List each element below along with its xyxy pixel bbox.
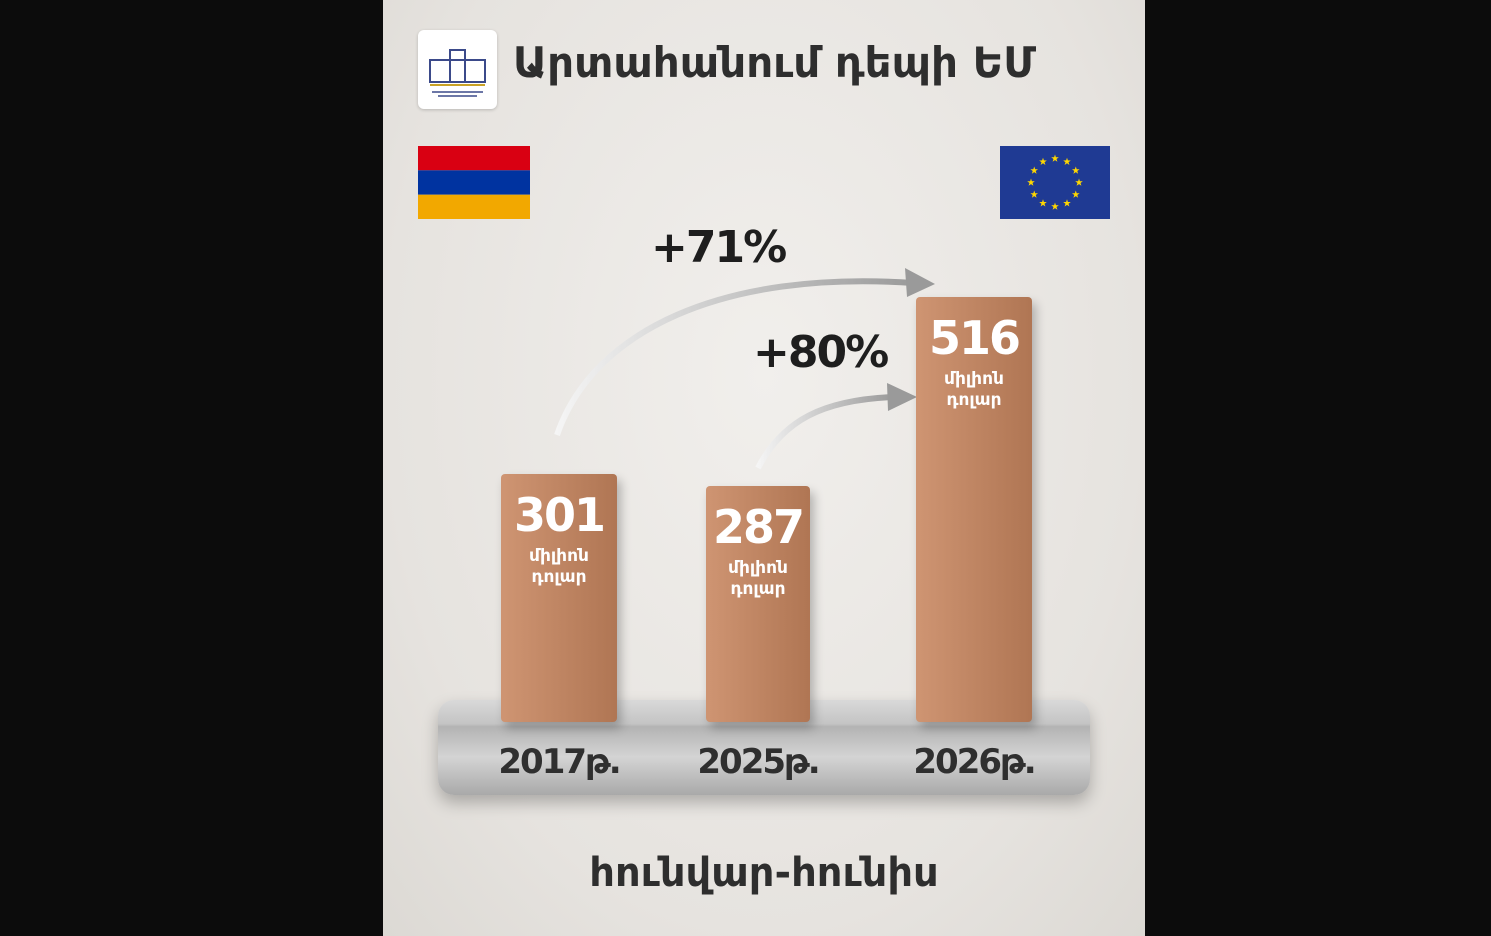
arrow: [755, 394, 894, 470]
star: [1051, 154, 1059, 162]
star: [1039, 199, 1047, 207]
value-label: 287: [712, 499, 805, 554]
logo: [418, 30, 497, 109]
x-tick-label: 2017թ.: [498, 742, 621, 782]
chart-title: Արտահանում դեպի ԵՄ: [513, 38, 1036, 87]
arrow-head: [887, 383, 917, 411]
arrows: [554, 268, 935, 470]
arrow: [554, 278, 914, 436]
infographic: Արտահանում դեպի ԵՄ հունվար-հունիս 301 միլ…: [383, 0, 1145, 936]
logo-icon: [429, 49, 486, 97]
star: [1075, 178, 1083, 186]
unit-label: միլիոն դոլար: [529, 546, 589, 588]
star: [1072, 166, 1080, 174]
bar: 516 միլիոն դոլար: [916, 297, 1032, 722]
star: [1051, 202, 1059, 210]
subtitle: հունվար-հունիս: [589, 850, 939, 896]
arrow-head: [905, 268, 935, 297]
star: [1027, 178, 1035, 186]
unit-label: միլիոն դոլար: [944, 369, 1004, 410]
annotation: +71%: [651, 222, 787, 273]
value-label: 516: [928, 311, 1021, 365]
bar: 287 միլիոն դոլար: [706, 485, 810, 722]
unit-label: միլիոն դոլար: [728, 557, 788, 599]
star: [1072, 190, 1080, 198]
star: [1030, 190, 1038, 198]
annotation: +80%: [753, 327, 889, 378]
armenia-flag: [418, 146, 530, 219]
star: [1030, 166, 1038, 174]
star: [1039, 157, 1047, 165]
x-tick-label: 2025թ.: [697, 742, 820, 782]
eu-flag: [1000, 146, 1110, 219]
star: [1063, 199, 1071, 207]
x-tick-label: 2026թ.: [913, 742, 1036, 782]
bar: 301 միլիոն դոլար: [501, 474, 617, 722]
value-label: 301: [513, 488, 606, 543]
star: [1063, 157, 1071, 165]
